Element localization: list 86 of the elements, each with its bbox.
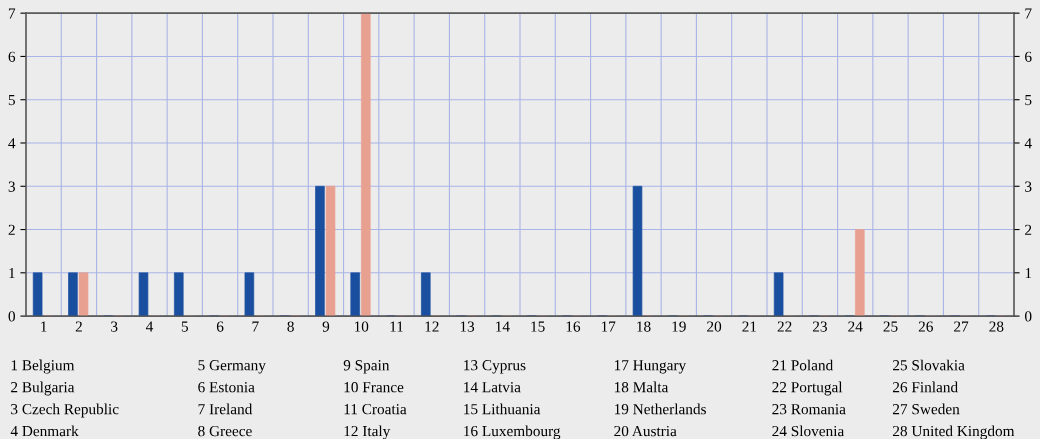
x-tick-label: 10 <box>354 321 369 332</box>
x-tick-label: 22 <box>777 321 792 332</box>
x-tick-label: 21 <box>742 321 757 332</box>
text: 22 Portugal <box>772 381 843 396</box>
bar <box>174 272 184 317</box>
text: 5 Germany <box>198 360 266 374</box>
text: 24 Slovenia <box>772 425 845 437</box>
x-tick-label: 20 <box>707 321 722 332</box>
text: 14 Latvia <box>464 382 521 393</box>
text: 1 Belgium <box>11 359 75 374</box>
text: 16 Luxembourg <box>464 425 561 439</box>
x-tick-label: 1 <box>41 321 47 332</box>
x-tick-label: 12 <box>425 321 439 332</box>
text: 17 Hungary <box>614 360 687 374</box>
y2-tick-label: 3 <box>1025 181 1032 192</box>
x-tick-label: 23 <box>812 321 827 332</box>
bar <box>138 272 149 317</box>
text: 4 Denmark <box>10 425 79 437</box>
text: 23 Romania <box>772 404 846 415</box>
text: 9 Spain <box>343 360 390 374</box>
x-tick-label: 3 <box>111 321 118 332</box>
bar <box>361 13 371 317</box>
text: 10 France <box>344 382 404 393</box>
y-tick-label: 2 <box>8 224 15 235</box>
bar <box>32 272 43 317</box>
x-tick-label: 9 <box>322 321 330 332</box>
x-tick-label: 18 <box>637 321 651 332</box>
y2-tick-label: 7 <box>1025 8 1032 19</box>
bar <box>421 272 431 317</box>
text: 3 Czech Republic <box>11 403 119 418</box>
text: 27 Sweden <box>892 403 960 415</box>
text: 8 Greece <box>198 425 252 437</box>
y-tick-label: 4 <box>8 138 16 149</box>
bar <box>855 229 865 317</box>
text: 28 United Kingdom <box>892 425 1015 439</box>
x-tick-label: 7 <box>252 321 259 332</box>
y2-tick-label: 4 <box>1024 138 1032 149</box>
x-tick-label: 4 <box>145 321 154 332</box>
text: 20 Austria <box>614 425 677 437</box>
text: 6 Estonia <box>198 382 255 393</box>
text: 15 Lithuania <box>464 403 541 415</box>
text: 13 Cyprus <box>464 360 526 374</box>
bar <box>244 272 255 317</box>
x-tick-label: 28 <box>989 321 1004 332</box>
text: 25 Slovakia <box>892 359 965 371</box>
bar <box>350 272 360 317</box>
text: 19 Netherlands <box>614 403 706 415</box>
x-tick-label: 16 <box>566 321 581 332</box>
x-tick-label: 14 <box>496 321 510 332</box>
text: 11 Croatia <box>344 404 407 415</box>
y2-tick-label: 6 <box>1025 51 1032 62</box>
text: 21 Poland <box>772 359 834 371</box>
text: 18 Malta <box>614 381 669 393</box>
bar <box>632 185 643 317</box>
bar <box>68 272 78 317</box>
x-tick-label: 5 <box>181 321 189 332</box>
bar <box>773 272 784 317</box>
y2-tick-label: 1 <box>1025 268 1032 279</box>
x-tick-label: 25 <box>883 321 898 332</box>
x-tick-label: 19 <box>672 321 686 332</box>
bar <box>315 185 325 317</box>
x-tick-label: 24 <box>848 321 863 332</box>
text: 2 Bulgaria <box>11 381 75 396</box>
x-tick-label: 26 <box>918 321 933 332</box>
x-tick-label: 17 <box>601 321 616 332</box>
x-tick-label: 8 <box>287 321 294 332</box>
y2-tick-label: 0 <box>1025 311 1032 322</box>
x-tick-label: 11 <box>390 321 403 332</box>
bar <box>78 272 89 317</box>
y2-tick-label: 5 <box>1025 95 1032 106</box>
x-tick-label: 6 <box>216 321 224 332</box>
x-tick-label: 27 <box>954 321 969 332</box>
text: 12 Italy <box>344 425 391 439</box>
x-tick-label: 2 <box>75 321 82 332</box>
y-tick-label: 6 <box>8 51 16 62</box>
y-tick-label: 3 <box>8 181 15 192</box>
x-tick-label: 15 <box>531 321 545 332</box>
x-tick-label: 13 <box>460 321 475 332</box>
text: 26 Finland <box>892 381 958 393</box>
text: 7 Ireland <box>198 403 253 415</box>
bar <box>325 185 336 317</box>
y-tick-label: 1 <box>9 268 15 279</box>
y-tick-label: 7 <box>8 8 16 19</box>
y-tick-label: 0 <box>8 311 15 322</box>
y-tick-label: 5 <box>8 95 15 106</box>
y2-tick-label: 2 <box>1025 224 1032 235</box>
